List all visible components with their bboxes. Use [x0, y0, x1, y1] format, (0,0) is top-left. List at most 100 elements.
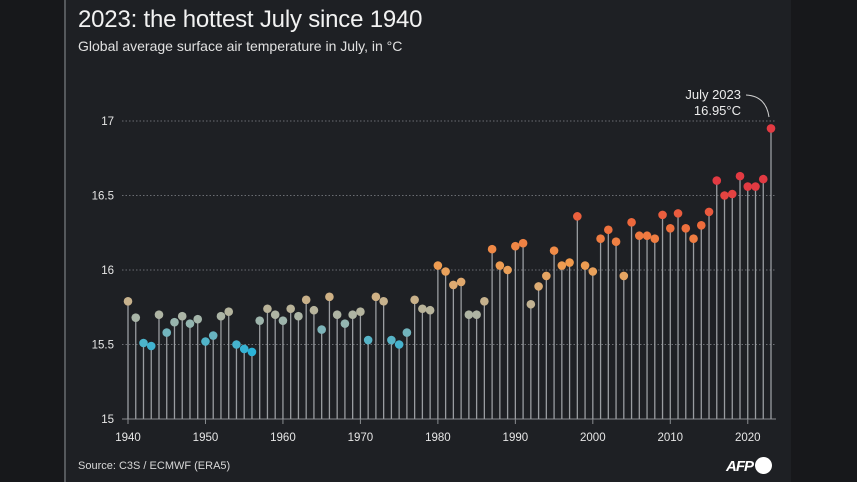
data-point-1995 [549, 246, 559, 255]
data-point-1956 [247, 347, 257, 357]
data-point-1942 [139, 338, 148, 348]
data-point-1962 [294, 311, 303, 321]
data-point-1989 [503, 265, 512, 275]
x-tick-label: 2020 [735, 432, 761, 444]
source-note: Source: C3S / ECMWF (ERA5) [78, 460, 231, 472]
data-point-1950 [201, 337, 210, 346]
data-point-1958 [263, 304, 272, 314]
data-point-1948 [185, 319, 195, 328]
y-tick-label: 16.5 [92, 191, 114, 203]
data-point-1997 [565, 258, 574, 267]
data-point-1990 [511, 241, 520, 251]
data-point-1992 [526, 299, 536, 309]
data-point-1955 [239, 344, 249, 354]
data-point-1986 [480, 296, 489, 306]
data-point-1963 [301, 295, 311, 305]
data-point-1991 [518, 238, 528, 248]
data-point-1953 [224, 307, 234, 317]
data-point-2020 [743, 182, 753, 191]
x-tick-label: 1990 [503, 432, 529, 444]
x-tick-label: 1940 [115, 432, 141, 444]
data-point-2006 [635, 231, 644, 241]
data-point-1949 [193, 314, 203, 324]
data-point-1944 [154, 310, 164, 320]
y-tick-label: 16 [101, 265, 114, 277]
data-point-1998 [573, 212, 582, 221]
data-point-1987 [487, 244, 497, 254]
annotation-value: 16.95°C [694, 103, 741, 118]
data-point-2021 [751, 182, 760, 191]
annotation-label: July 2023 [685, 87, 741, 102]
data-point-2010 [665, 223, 675, 233]
data-point-2002 [604, 225, 613, 235]
data-point-1946 [170, 317, 179, 327]
data-point-1968 [340, 319, 350, 328]
data-point-1977 [410, 295, 419, 305]
data-point-2007 [642, 231, 652, 241]
data-point-1982 [449, 280, 458, 290]
logo-dot-icon [755, 457, 772, 474]
data-point-2009 [658, 210, 667, 220]
x-tick-label: 2010 [657, 432, 683, 444]
data-point-1957 [255, 316, 264, 325]
y-tick-label: 15 [101, 414, 114, 426]
data-point-1965 [317, 325, 326, 334]
data-point-1951 [208, 331, 218, 340]
data-point-1973 [379, 296, 388, 306]
data-point-1981 [441, 267, 450, 276]
data-point-1959 [270, 310, 280, 320]
data-point-1983 [456, 277, 466, 287]
data-point-1996 [557, 261, 567, 270]
x-tick-label: 1950 [193, 432, 219, 444]
y-tick-label: 17 [101, 116, 114, 128]
x-tick-label: 2000 [580, 432, 606, 444]
data-point-1970 [356, 307, 365, 317]
data-point-2015 [704, 207, 714, 217]
logo-text: AFP [726, 458, 754, 475]
data-point-2005 [627, 218, 636, 227]
data-point-2017 [720, 191, 729, 200]
data-point-1979 [425, 305, 435, 315]
data-point-2001 [596, 234, 605, 244]
data-point-1993 [534, 282, 543, 291]
data-point-1976 [402, 328, 412, 337]
x-tick-label: 1960 [270, 432, 296, 444]
data-point-2018 [727, 189, 737, 199]
data-point-1964 [309, 305, 319, 315]
data-point-2014 [696, 221, 706, 230]
data-point-1974 [387, 335, 396, 345]
data-point-1967 [332, 310, 342, 320]
data-point-1975 [394, 340, 404, 349]
data-point-1985 [472, 310, 481, 320]
data-point-2013 [689, 234, 698, 244]
data-point-2022 [758, 174, 768, 184]
data-point-1969 [348, 310, 357, 320]
data-point-2000 [588, 267, 598, 276]
data-point-1945 [162, 328, 172, 337]
data-point-2019 [735, 171, 745, 181]
data-point-1994 [542, 271, 551, 281]
data-point-1960 [278, 316, 288, 325]
data-point-1978 [418, 304, 427, 314]
data-point-1966 [325, 292, 334, 302]
data-point-2012 [681, 223, 691, 233]
x-tick-label: 1980 [425, 432, 451, 444]
data-point-1941 [131, 313, 141, 322]
data-point-2023 [766, 124, 776, 133]
data-point-1988 [495, 261, 505, 270]
data-point-1972 [371, 292, 381, 302]
x-tick-label: 1970 [348, 432, 374, 444]
data-point-2003 [611, 237, 621, 246]
data-point-1952 [216, 311, 226, 321]
data-point-1954 [232, 340, 241, 349]
data-point-1947 [177, 311, 187, 321]
data-point-1940 [123, 296, 133, 306]
data-point-1961 [286, 304, 295, 314]
data-point-2008 [650, 234, 660, 244]
afp-logo: AFP [726, 457, 772, 475]
data-point-1943 [146, 341, 156, 351]
data-point-2016 [712, 176, 722, 185]
chart-subtitle: Global average surface air temperature i… [78, 38, 403, 54]
data-point-2011 [673, 209, 683, 218]
